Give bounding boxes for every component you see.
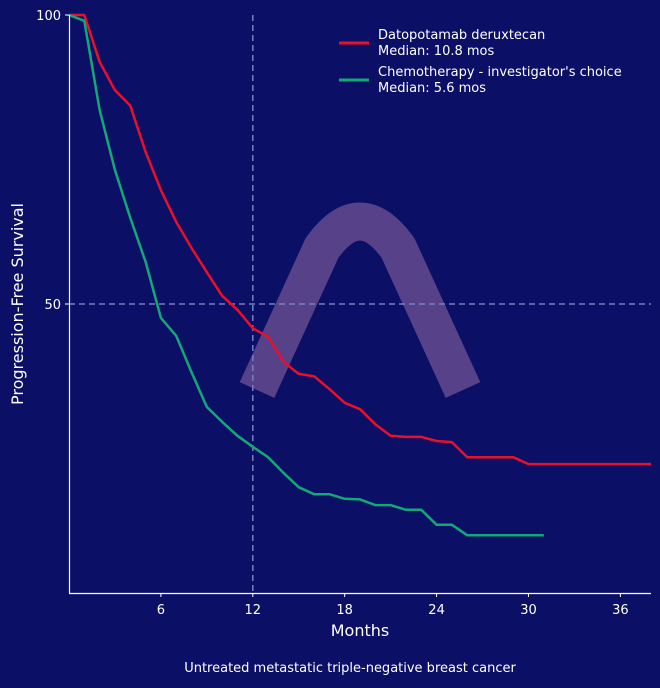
legend: Datopotamab deruxtecan Median: 10.8 mos … (339, 28, 622, 96)
y-tick-label: 100 (36, 9, 61, 24)
x-tick-label: 30 (520, 603, 537, 618)
x-tick-label: 24 (428, 603, 445, 618)
watermark-logo (239, 202, 481, 398)
x-tick-label: 36 (612, 603, 629, 618)
x-tick-label: 12 (245, 603, 262, 618)
legend-label-dato: Datopotamab deruxtecan (378, 28, 545, 43)
legend-median-dato: Median: 10.8 mos (378, 44, 494, 59)
chart-caption: Untreated metastatic triple-negative bre… (184, 661, 516, 676)
x-tick-label: 18 (336, 603, 353, 618)
legend-median-chemo: Median: 5.6 mos (378, 81, 486, 96)
legend-label-chemo: Chemotherapy - investigator's choice (378, 65, 622, 80)
y-axis-label: Progression-Free Survival (8, 203, 27, 405)
series-line-0 (69, 13, 651, 466)
series-line-1 (68, 13, 544, 537)
x-tick-label: 6 (157, 603, 165, 618)
x-axis-label: Months (331, 621, 389, 640)
y-tick-label: 50 (44, 298, 61, 313)
